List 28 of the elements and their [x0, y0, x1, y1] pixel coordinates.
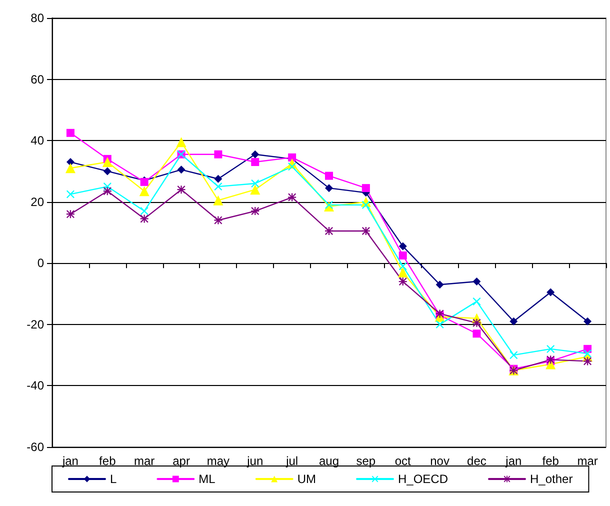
- x-tick-label: mar: [577, 454, 598, 468]
- y-tick-label: 0: [37, 256, 44, 270]
- legend-label: H_other: [530, 472, 573, 486]
- x-tick-label: feb: [99, 454, 116, 468]
- x-tick-label: feb: [542, 454, 560, 468]
- x-tick-label: apr: [172, 454, 190, 468]
- x-tick-label: aug: [318, 454, 340, 468]
- x-tick-label: oct: [394, 454, 412, 468]
- x-tick-label: jan: [61, 454, 78, 468]
- legend-label: ML: [198, 472, 216, 486]
- y-tick-label: -40: [26, 378, 44, 393]
- legend-label: L: [110, 472, 117, 486]
- x-tick-label: mar: [134, 454, 155, 468]
- x-tick-label: may: [206, 454, 230, 468]
- y-tick-label: 60: [30, 72, 44, 86]
- x-tick-label: sep: [356, 454, 376, 468]
- x-tick-label: jun: [246, 454, 264, 468]
- y-tick-label: 20: [30, 194, 44, 209]
- legend-label: H_OECD: [398, 472, 448, 486]
- x-tick-label: nov: [430, 454, 450, 468]
- y-tick-label: -60: [26, 440, 44, 454]
- x-tick-label: dec: [467, 454, 486, 468]
- y-tick-label: -20: [26, 317, 44, 332]
- x-tick-label: jul: [285, 454, 298, 468]
- x-tick-label: jan: [504, 454, 522, 468]
- y-tick-label: 40: [30, 134, 44, 148]
- y-tick-label: 80: [30, 11, 44, 25]
- legend-label: UM: [297, 472, 316, 486]
